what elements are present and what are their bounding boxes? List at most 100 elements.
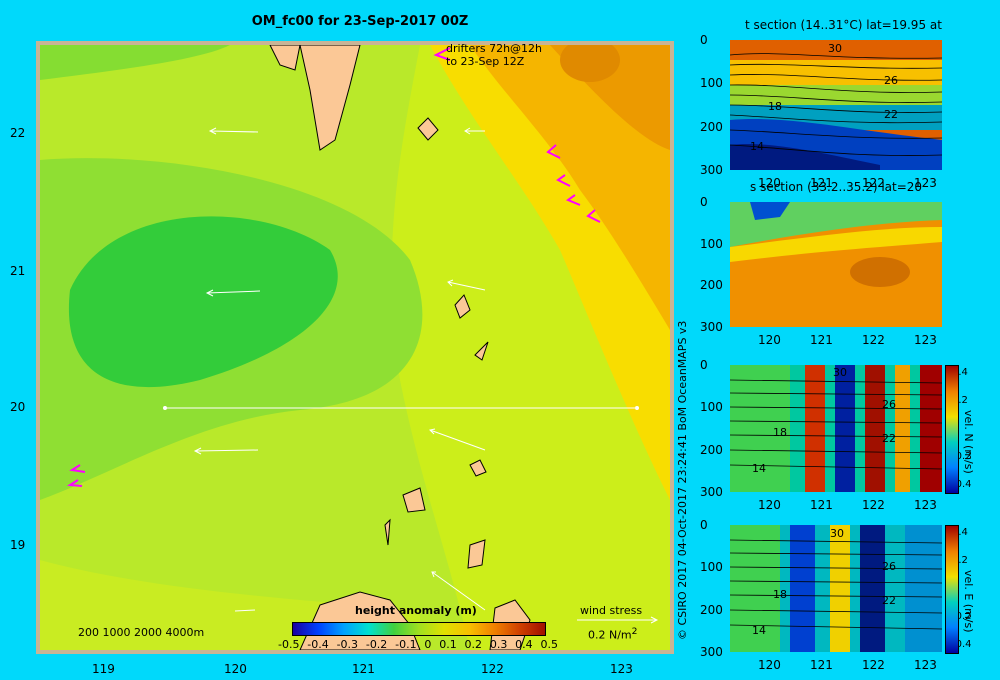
vel-colorbar-tick: 0.4 (952, 367, 968, 378)
contour-label-temp-30: 30 (828, 42, 842, 55)
panel-x-tick: 122 (862, 333, 885, 347)
credit-text: © CSIRO 2017 04-Oct-2017 23:24:41 BoM Oc… (676, 320, 689, 640)
colorbar-tick: -0.3 (336, 638, 359, 651)
island-7 (467, 539, 486, 569)
colorbar-tick: -0.4 (307, 638, 329, 651)
wind-stress-scale-value: 0.2 N/m (588, 628, 632, 642)
field-orange-core (560, 45, 620, 82)
wind-stress-label: wind stress (580, 604, 643, 617)
vel-colorbar-tick: 0.4 (952, 527, 968, 538)
land-north (269, 45, 301, 71)
panel-x-tick: 123 (914, 498, 937, 512)
panel-x-tick: 120 (758, 176, 781, 190)
panel-y-tick: 0 (700, 518, 708, 532)
vel-colorbar-tick: -0.4 (952, 479, 972, 490)
panel-y-tick: 300 (700, 645, 723, 659)
panel-x-tick: 121 (810, 333, 833, 347)
colorbar-tick: 0.3 (489, 638, 508, 651)
wind-scale-arrow (577, 616, 659, 624)
vel-colorbar-tick: -0.2 (952, 451, 972, 462)
contour-label-temp-14: 14 (750, 140, 764, 153)
island-4 (469, 459, 487, 477)
contour-label-vn-26: 26 (882, 398, 896, 411)
contour-label-vn-30: 30 (833, 366, 847, 379)
panel-y-tick: 100 (700, 236, 723, 251)
panel-x-tick: 123 (914, 333, 937, 347)
contour-label-vn-22: 22 (882, 432, 896, 445)
colorbar-tick: 0.5 (540, 638, 558, 651)
vel-colorbar-tick: 0.2 (952, 395, 968, 406)
wind-stress-scale-exponent: 2 (631, 626, 638, 637)
panel-x-tick: 121 (810, 658, 833, 672)
panel-y-tick: 100 (700, 560, 723, 575)
height-anomaly-map (36, 41, 674, 654)
drifter-legend: drifters 72h@12h to 23-Sep 12Z (446, 42, 542, 68)
panel-y-tick: 0 (700, 33, 708, 47)
island-1 (417, 117, 439, 141)
panel-x-tick: 122 (862, 498, 885, 512)
page-title: OM_fc00 for 23-Sep-2017 00Z (251, 14, 469, 29)
contour-label-ve-26: 26 (882, 560, 896, 573)
contour-label-ve-14: 14 (752, 624, 766, 637)
island-2 (454, 294, 471, 319)
wind-stress-scale: 0.2 N/m2 (588, 626, 637, 642)
panel-y-tick: 100 (700, 76, 723, 91)
vel-colorbar-tick: -0.2 (952, 611, 972, 622)
salinity-section (730, 202, 942, 327)
panel-x-tick: 120 (758, 658, 781, 672)
panel-y-tick: 0 (700, 358, 708, 372)
velocity-east-section (730, 525, 942, 652)
vel-e-colorbar (945, 525, 959, 654)
drifter-legend-line2: to 23-Sep 12Z (446, 55, 525, 68)
drifter-tracks (66, 47, 601, 487)
colorbar-tick: -0.5 (278, 638, 300, 651)
contour-label-temp-26: 26 (884, 74, 898, 87)
wind-arrows (193, 127, 486, 612)
map-lat-tick-21: 21 (10, 264, 26, 278)
panel-x-tick: 122 (862, 658, 885, 672)
panel-y-tick: 300 (700, 163, 723, 177)
panel-y-tick: 0 (700, 195, 708, 209)
temperature-section (730, 40, 942, 170)
colorbar-tick: 0 (424, 638, 432, 651)
map-lon-tick-121: 121 (352, 662, 375, 676)
contour-label-ve-22: 22 (882, 594, 896, 607)
island-3 (474, 341, 489, 361)
drifter-legend-line1: drifters 72h@12h (446, 42, 543, 55)
taiwan-land (299, 45, 361, 151)
contour-label-vn-14: 14 (752, 462, 766, 475)
panel-y-tick: 200 (700, 442, 723, 457)
vel-colorbar-tick: 0.2 (952, 555, 968, 566)
panel-x-tick: 121 (810, 498, 833, 512)
panel-x-tick: 123 (914, 176, 937, 190)
contour-label-temp-18: 18 (768, 100, 782, 113)
field-green-north (40, 45, 230, 80)
colorbar-tick: 0.4 (515, 638, 533, 651)
panel-title-salinity: s section (33.2..35.2) lat=20 (750, 180, 923, 194)
colorbar-tick: 0.2 (464, 638, 483, 651)
colorbar-title: height anomaly (m) (355, 604, 477, 617)
panel-y-tick: 300 (700, 485, 723, 499)
panel-x-tick: 120 (758, 498, 781, 512)
map-lon-tick-123: 123 (610, 662, 633, 676)
contour-label-ve-18: 18 (773, 588, 787, 601)
depth-legend: 200 1000 2000 4000m (78, 626, 205, 639)
map-lat-tick-22: 22 (10, 126, 26, 140)
panel-title-temperature: t section (14..31°C) lat=19.95 at (745, 18, 942, 32)
island-5 (402, 487, 426, 513)
velocity-north-section (730, 365, 942, 492)
vel-n-colorbar (945, 365, 959, 494)
panel-y-tick: 200 (700, 278, 723, 293)
map-lon-tick-119: 119 (92, 662, 115, 676)
colorbar-tick: -0.2 (365, 638, 388, 651)
map-lat-tick-19: 19 (10, 538, 26, 552)
map-lat-tick-20: 20 (10, 400, 26, 414)
map-lon-tick-122: 122 (481, 662, 504, 676)
vel-n-label: vel. N (m/s) (962, 410, 975, 474)
vel-e-label: vel. E (m/s) (962, 570, 975, 633)
colorbar-tick: -0.1 (395, 638, 417, 651)
island-6 (384, 518, 391, 546)
panel-x-tick: 121 (810, 176, 833, 190)
map-lon-tick-120: 120 (224, 662, 247, 676)
field-green-low (68, 216, 338, 388)
